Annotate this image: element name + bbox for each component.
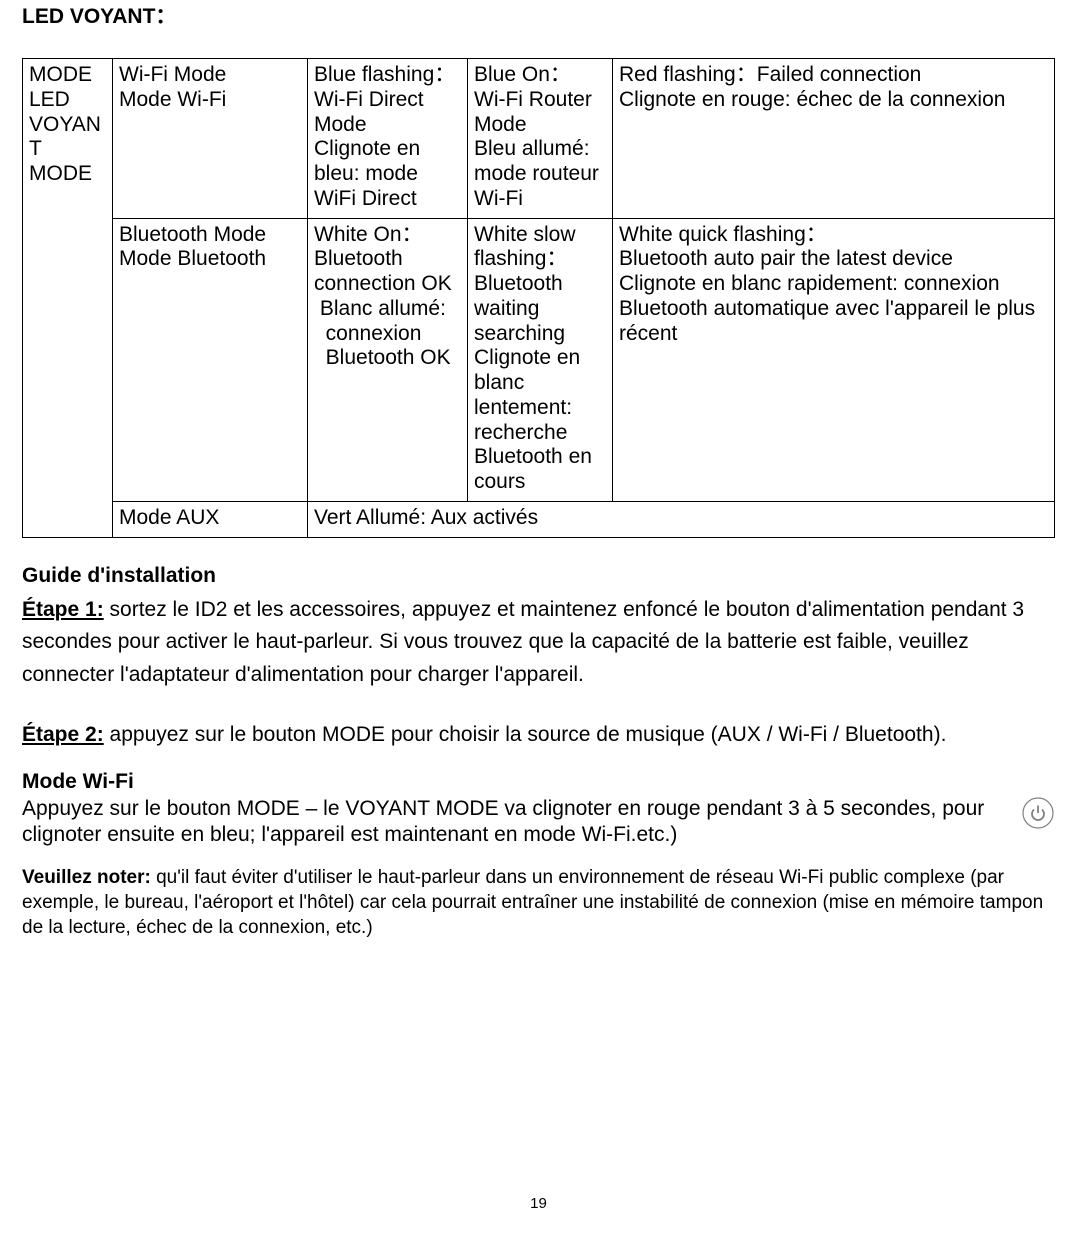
- mode-cell: Mode AUX: [113, 502, 308, 538]
- power-icon: [1021, 796, 1055, 835]
- section-title: LED VOYANT：: [22, 0, 1055, 30]
- cell-text: White slow flashing： Bluetooth waiting s…: [474, 223, 592, 494]
- state-cell: Red flashing：Failed connection Clignote …: [613, 59, 1055, 219]
- state-cell-merged: Vert Allumé: Aux activés: [308, 502, 1055, 538]
- spacer: [22, 691, 1055, 719]
- step1-label: Étape 1:: [22, 598, 104, 621]
- page-container: LED VOYANT： MODE LED VOYANT MODE Wi-Fi M…: [0, 0, 1077, 1234]
- row-header-cell: MODE LED VOYANT MODE: [23, 59, 113, 538]
- state-cell: Blue flashing： Wi-Fi Direct Mode Clignot…: [308, 59, 468, 219]
- row-header-text: MODE LED VOYANT MODE: [29, 63, 106, 187]
- guide-heading: Guide d'installation: [22, 564, 1055, 588]
- note-paragraph: Veuillez noter: qu'il faut éviter d'util…: [22, 866, 1055, 940]
- wifi-text: Appuyez sur le bouton MODE – le VOYANT M…: [22, 796, 1011, 849]
- table-row: Bluetooth Mode Mode Bluetooth White On： …: [23, 218, 1055, 501]
- table-row: Mode AUX Vert Allumé: Aux activés: [23, 502, 1055, 538]
- table-row: MODE LED VOYANT MODE Wi-Fi Mode Mode Wi-…: [23, 59, 1055, 219]
- led-table: MODE LED VOYANT MODE Wi-Fi Mode Mode Wi-…: [22, 58, 1055, 538]
- mode-cell: Wi-Fi Mode Mode Wi-Fi: [113, 59, 308, 219]
- note-text: qu'il faut éviter d'utiliser le haut-par…: [22, 867, 1043, 937]
- cell-text: Mode AUX: [119, 506, 219, 529]
- state-cell: White quick flashing： Bluetooth auto pai…: [613, 218, 1055, 501]
- spacer: [22, 848, 1055, 866]
- mode-cell: Bluetooth Mode Mode Bluetooth: [113, 218, 308, 501]
- cell-text: White On： Bluetooth connection OK Blanc …: [314, 223, 452, 370]
- step1-text: sortez le ID2 et les accessoires, appuye…: [22, 598, 1024, 686]
- page-number: 19: [0, 1195, 1077, 1212]
- cell-text: Red flashing：Failed connection Clignote …: [619, 63, 1005, 111]
- step1-paragraph: Étape 1: sortez le ID2 et les accessoire…: [22, 594, 1055, 692]
- note-label: Veuillez noter:: [22, 867, 151, 888]
- wifi-block: Appuyez sur le bouton MODE – le VOYANT M…: [22, 796, 1055, 849]
- state-cell: Blue On： Wi-Fi Router Mode Bleu allumé: …: [468, 59, 613, 219]
- cell-text: Vert Allumé: Aux activés: [314, 506, 538, 529]
- cell-text: White quick flashing： Bluetooth auto pai…: [619, 223, 1035, 345]
- cell-text: Blue flashing： Wi-Fi Direct Mode Clignot…: [314, 63, 455, 210]
- wifi-heading: Mode Wi-Fi: [22, 770, 1055, 794]
- step2-label: Étape 2:: [22, 723, 104, 746]
- step2-text: appuyez sur le bouton MODE pour choisir …: [104, 723, 947, 746]
- state-cell: White slow flashing： Bluetooth waiting s…: [468, 218, 613, 501]
- cell-text: Blue On： Wi-Fi Router Mode Bleu allumé: …: [474, 63, 599, 210]
- step2-paragraph: Étape 2: appuyez sur le bouton MODE pour…: [22, 719, 1055, 752]
- cell-text: Bluetooth Mode Mode Bluetooth: [119, 223, 266, 271]
- cell-text: Wi-Fi Mode Mode Wi-Fi: [119, 63, 226, 111]
- state-cell: White On： Bluetooth connection OK Blanc …: [308, 218, 468, 501]
